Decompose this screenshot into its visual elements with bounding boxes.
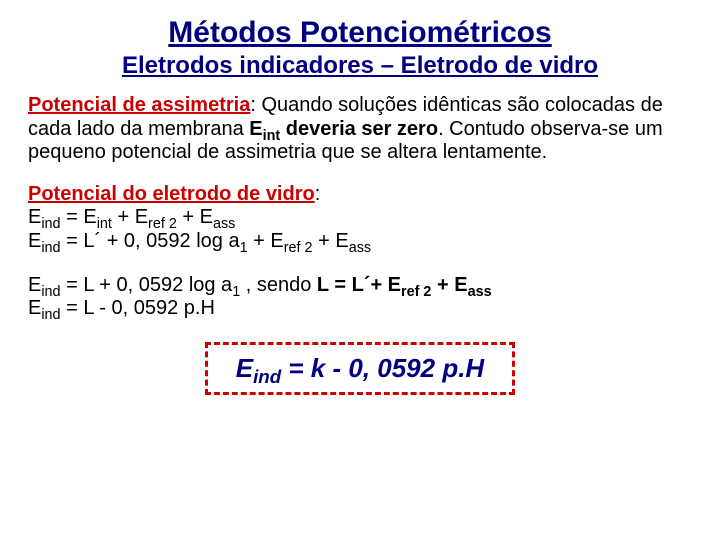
asymmetry-bold: Eint deveria ser zero [249,118,438,140]
asymmetry-paragraph: Potencial de assimetria: Quando soluções… [28,94,692,165]
equation-1: Eind = Eint + Eref 2 + Eass [28,206,235,228]
slide-page: Métodos Potenciométricos Eletrodos indic… [0,0,720,540]
glass-electrode-paragraph: Potencial do eletrodo de vidro: Eind = E… [28,183,692,254]
equation-2: Eind = L´ + 0, 0592 log a1 + Eref 2 + Ea… [28,230,371,252]
glass-colon: : [315,183,321,205]
equation-4: Eind = L - 0, 0592 p.H [28,297,215,319]
derivation-paragraph: Eind = L + 0, 0592 log a1 , sendo L = L´… [28,274,692,320]
glass-label: Potencial do eletrodo de vidro [28,183,315,205]
result-equation-box: Eind = k - 0, 0592 p.H [205,342,515,395]
main-title: Métodos Potenciométricos [28,16,692,50]
asymmetry-label: Potencial de assimetria [28,94,250,116]
subtitle: Eletrodos indicadores – Eletrodo de vidr… [28,52,692,80]
result-box-container: Eind = k - 0, 0592 p.H [28,342,692,395]
equation-3: Eind = L + 0, 0592 log a1 , sendo L = L´… [28,274,492,296]
